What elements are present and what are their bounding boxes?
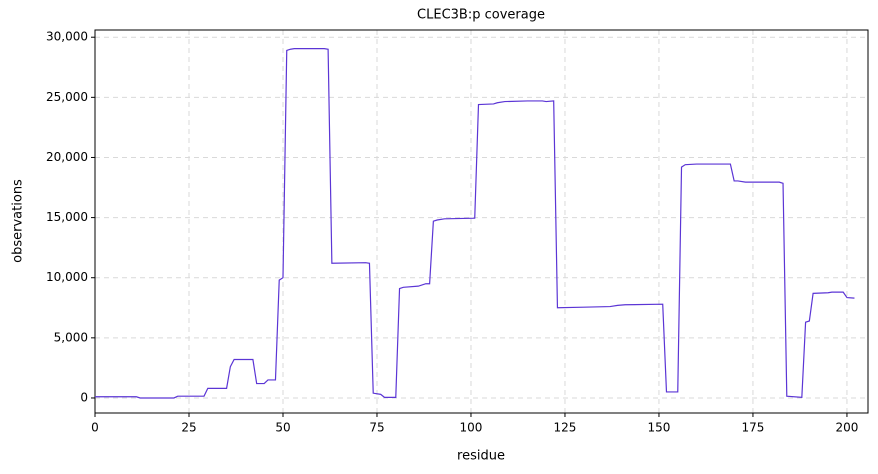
- y-tick-label: 30,000: [46, 30, 88, 44]
- x-tick-label: 50: [275, 421, 290, 435]
- x-tick-label: 75: [369, 421, 384, 435]
- chart-title: CLEC3B:p coverage: [417, 8, 545, 23]
- x-tick-label: 25: [181, 421, 196, 435]
- y-tick-label: 0: [80, 390, 88, 404]
- plot-frame: [94, 29, 869, 414]
- y-axis-label: observations: [11, 179, 26, 263]
- y-tick-label: 10,000: [46, 270, 88, 284]
- y-tick-label: 15,000: [46, 210, 88, 224]
- x-tick-label: 175: [741, 421, 764, 435]
- y-tick-label: 20,000: [46, 150, 88, 164]
- x-tick-label: 0: [91, 421, 99, 435]
- x-tick-label: 100: [460, 421, 483, 435]
- y-tick-label: 5,000: [54, 330, 88, 344]
- x-tick-label: 150: [648, 421, 671, 435]
- x-axis-label: residue: [457, 449, 505, 464]
- y-tick-label: 25,000: [46, 90, 88, 104]
- x-tick-label: 125: [554, 421, 577, 435]
- data-line: [95, 48, 855, 399]
- x-tick-label: 200: [835, 421, 858, 435]
